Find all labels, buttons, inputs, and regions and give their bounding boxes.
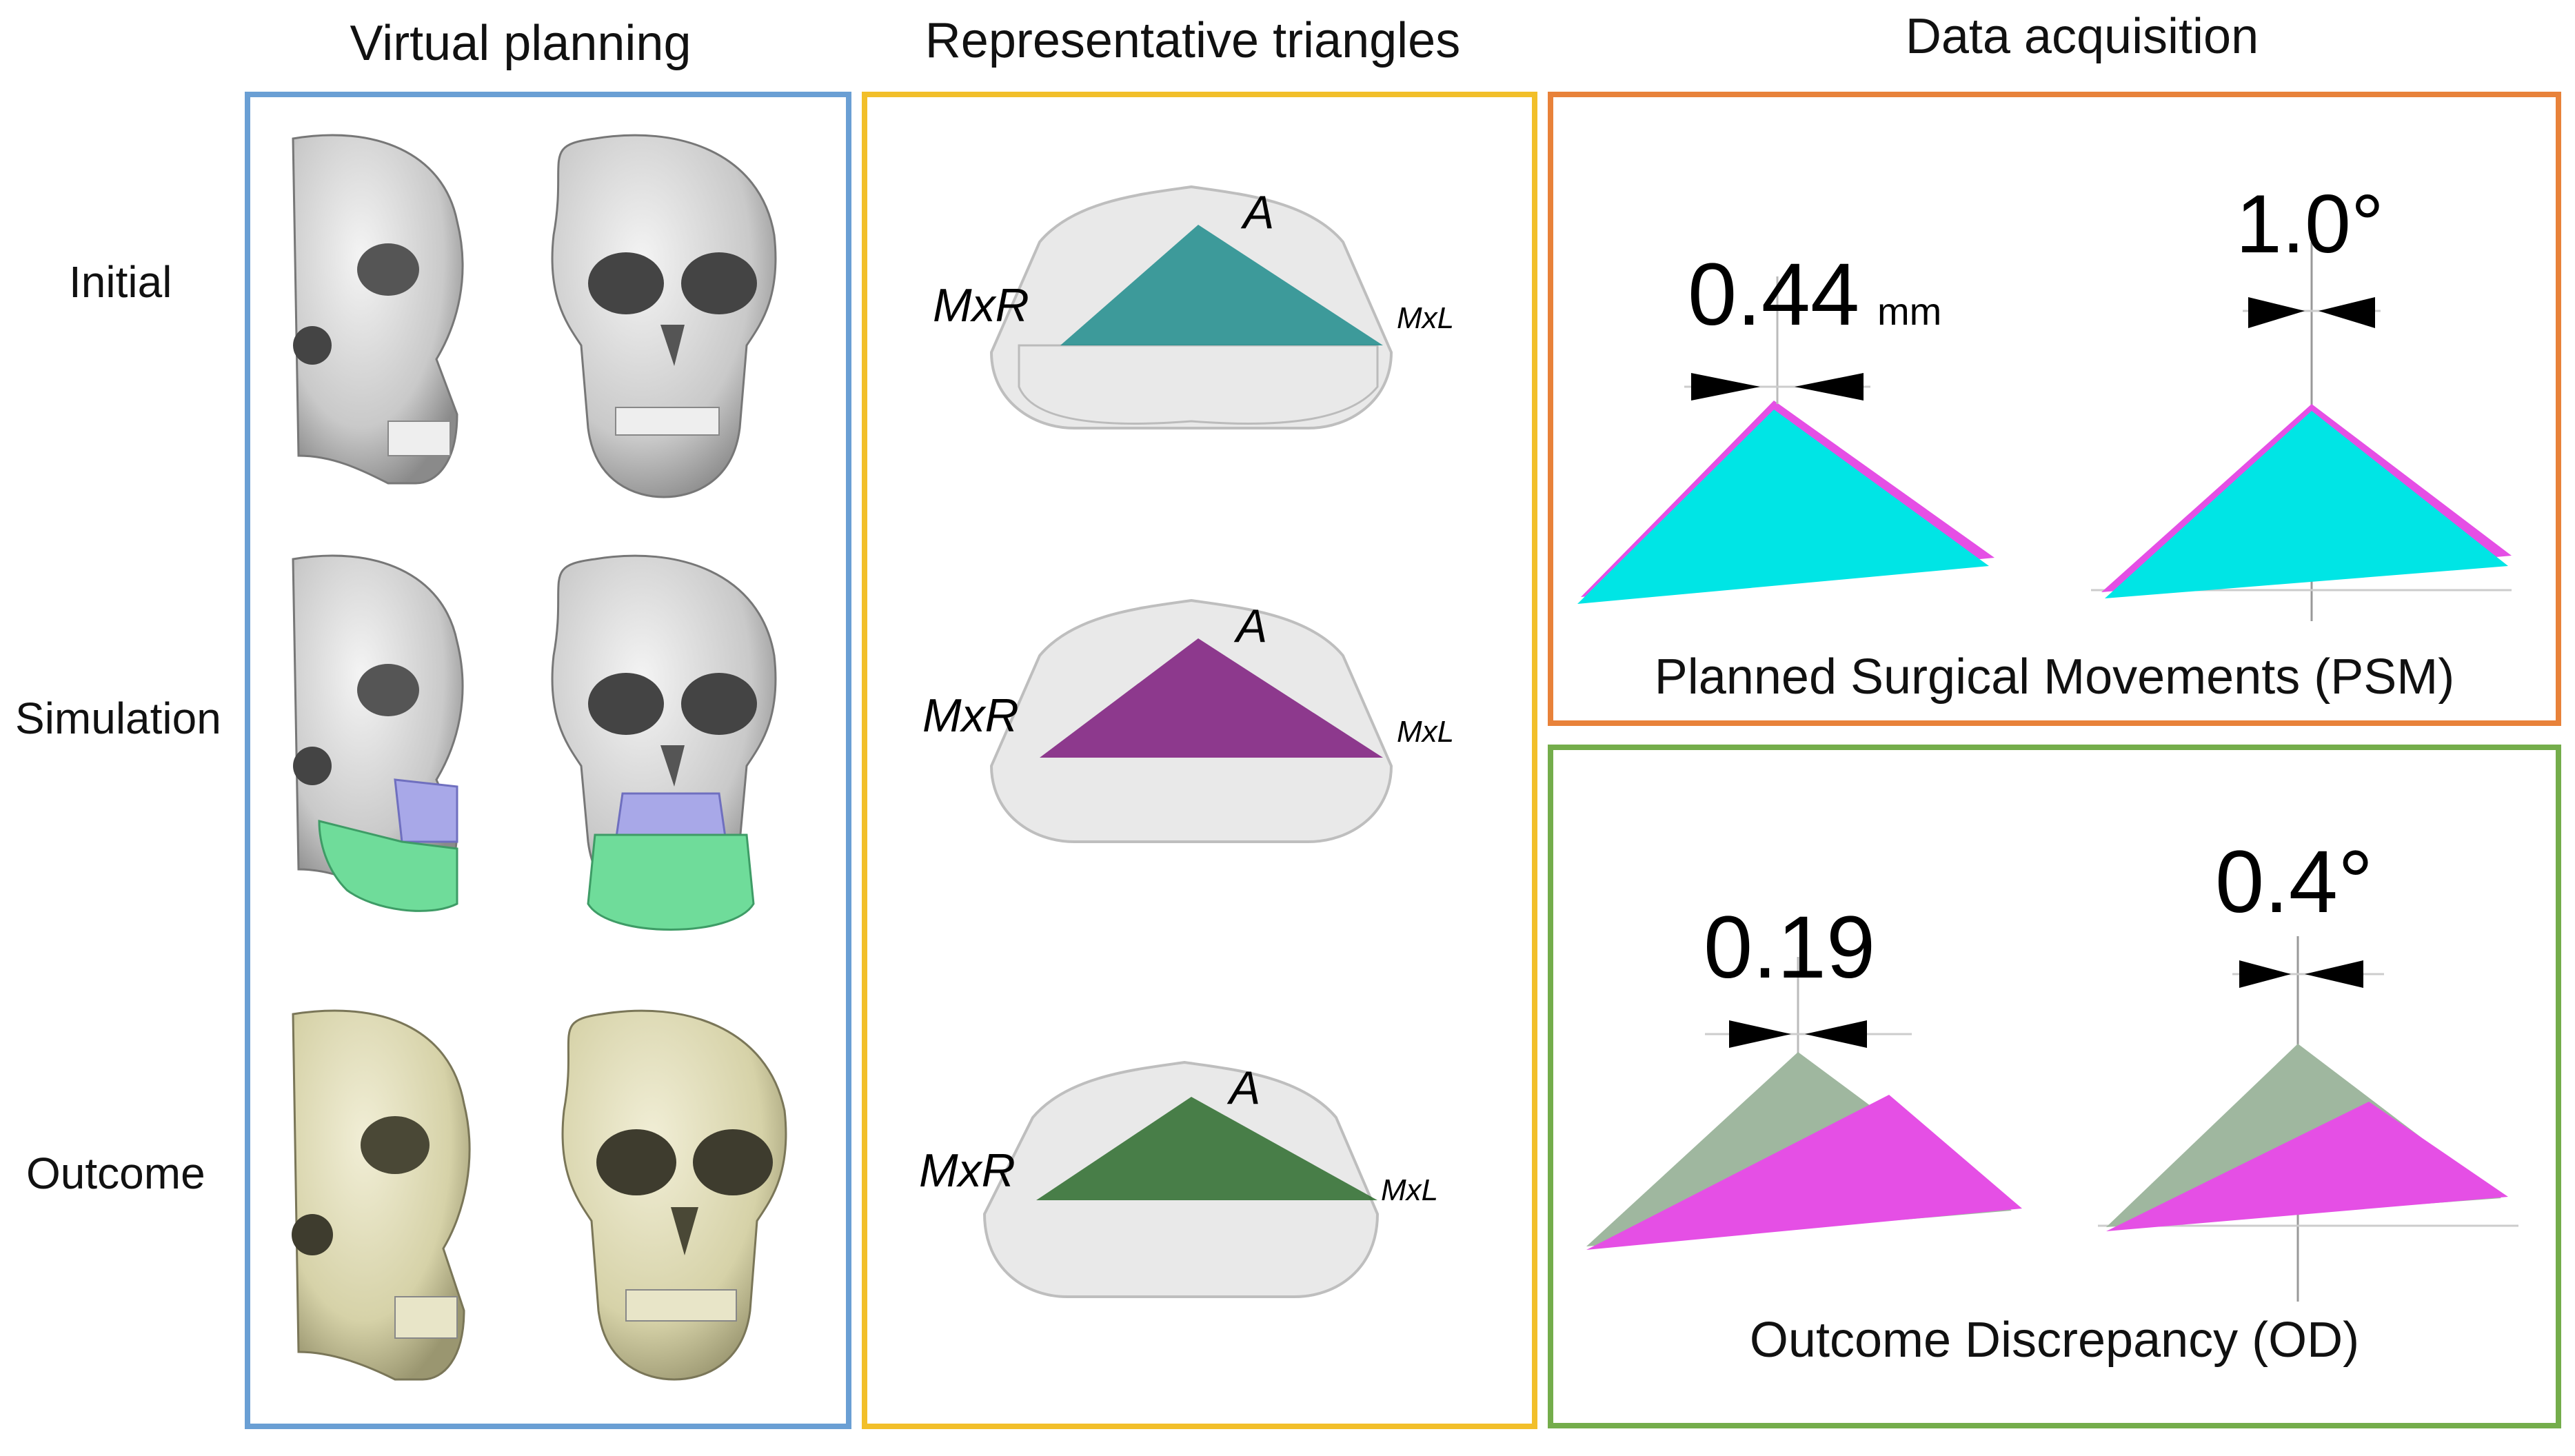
landmark-mxl-2: MxL (1397, 715, 1454, 749)
landmark-a-3: A (1226, 1062, 1260, 1114)
psm-rotation-value: 1.0° (2236, 178, 2384, 270)
data-acquisition-title: Data acquisition (1905, 9, 2259, 64)
landmark-mxr-2: MxR (922, 689, 1019, 742)
initial-frontal-skull (551, 134, 777, 498)
landmark-mxl-3: MxL (1381, 1173, 1438, 1207)
simulation-frontal-skull (551, 554, 777, 931)
virtual-planning-panel (245, 92, 851, 1429)
simulation-lateral-skull (292, 554, 464, 912)
od-caption: Outcome Discrepancy (OD) (1749, 1313, 2360, 1368)
landmark-a-2: A (1233, 600, 1267, 652)
psm-translation-value: 0.44 (1688, 245, 1859, 344)
row-label-outcome: Outcome (26, 1149, 205, 1198)
landmark-mxr-1: MxR (933, 279, 1029, 332)
landmark-a-1: A (1240, 186, 1274, 239)
representative-triangles-title: Representative triangles (925, 13, 1461, 68)
psm-caption: Planned Surgical Movements (PSM) (1654, 649, 2455, 705)
outcome-lateral-skull (292, 1009, 471, 1381)
landmark-mxr-3: MxR (919, 1144, 1016, 1197)
od-panel: 0.19 0.4° Outcome Discrepancy (OD) (1548, 745, 2561, 1428)
psm-panel: 0.44 mm 1.0° Planned Surgical Movements … (1548, 92, 2561, 726)
psm-rotation-triangles (2091, 242, 2512, 621)
representative-triangles-panel: MxR A MxL MxR A MxL MxR A MxL (862, 92, 1537, 1429)
od-translation-triangles (1586, 957, 2022, 1250)
outcome-frontal-skull (561, 1009, 787, 1381)
simulation-triangle (1040, 638, 1383, 758)
psm-translation-triangles (1577, 276, 1995, 604)
row-label-simulation: Simulation (15, 694, 221, 743)
row-label-initial: Initial (69, 257, 172, 307)
psm-translation-unit: mm (1877, 290, 1941, 333)
initial-lateral-skull (292, 134, 464, 485)
od-rotation-value: 0.4° (2215, 833, 2373, 931)
landmark-mxl-1: MxL (1397, 301, 1454, 335)
od-translation-value: 0.19 (1704, 898, 1875, 997)
initial-triangle (1060, 225, 1383, 345)
outcome-triangle (1036, 1097, 1377, 1200)
virtual-planning-title: Virtual planning (350, 16, 691, 71)
od-rotation-triangles (2098, 936, 2518, 1302)
